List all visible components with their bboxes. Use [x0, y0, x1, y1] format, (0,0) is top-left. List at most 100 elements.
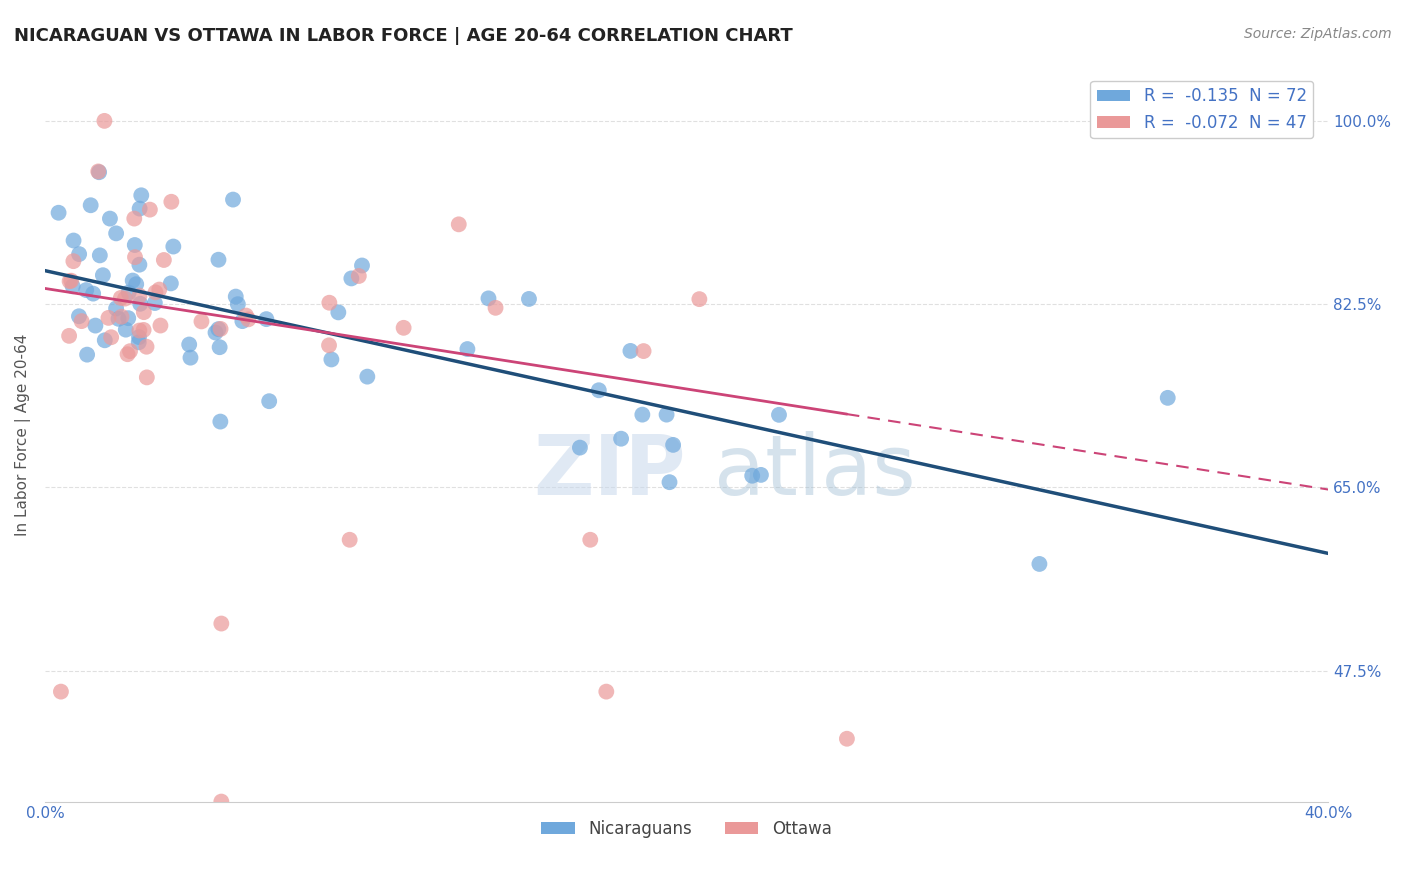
Point [207, 252, 229, 267]
Point [98, 211, 121, 226]
Point [129, 297, 152, 311]
Point [207, 322, 229, 336]
Point [741, 468, 763, 483]
Point [60, 274, 83, 288]
Point [59, 274, 82, 288]
Point [658, 475, 681, 490]
Point [160, 194, 183, 209]
Point [209, 415, 232, 429]
Point [610, 432, 633, 446]
Text: atlas: atlas [714, 431, 915, 512]
Point [190, 314, 212, 328]
Point [79, 198, 101, 212]
Point [128, 335, 150, 350]
Point [48, 206, 70, 220]
Point [209, 322, 232, 336]
Point [117, 285, 139, 300]
Point [124, 238, 146, 252]
Point [121, 274, 143, 288]
Point [105, 301, 128, 316]
Point [128, 289, 150, 303]
Point [67, 310, 90, 324]
Point [257, 394, 280, 409]
Point [595, 684, 617, 698]
Point [254, 312, 277, 326]
Point [208, 340, 231, 354]
Text: Source: ZipAtlas.com: Source: ZipAtlas.com [1244, 27, 1392, 41]
Point [568, 441, 591, 455]
Point [87, 165, 110, 179]
Point [62, 234, 84, 248]
Point [100, 330, 122, 344]
Point [67, 247, 90, 261]
Point [145, 285, 167, 300]
Point [149, 318, 172, 333]
Point [688, 292, 710, 306]
Point [117, 347, 139, 361]
Point [321, 352, 343, 367]
Point [162, 239, 184, 253]
Point [128, 324, 150, 338]
Point [631, 408, 654, 422]
Point [107, 311, 129, 326]
Point [148, 283, 170, 297]
Point [110, 291, 132, 305]
Text: NICARAGUAN VS OTTAWA IN LABOR FORCE | AGE 20-64 CORRELATION CHART: NICARAGUAN VS OTTAWA IN LABOR FORCE | AG… [14, 27, 793, 45]
Legend: Nicaraguans, Ottawa: Nicaraguans, Ottawa [534, 814, 838, 845]
Point [517, 292, 540, 306]
Point [447, 217, 470, 231]
Point [619, 343, 641, 358]
Point [135, 370, 157, 384]
Point [350, 259, 373, 273]
Point [58, 329, 80, 343]
Point [1028, 557, 1050, 571]
Point [318, 295, 340, 310]
Point [484, 301, 506, 315]
Point [204, 326, 226, 340]
Point [105, 227, 128, 241]
Point [662, 438, 685, 452]
Point [97, 310, 120, 325]
Point [655, 408, 678, 422]
Point [235, 309, 257, 323]
Point [128, 258, 150, 272]
Point [114, 323, 136, 337]
Point [392, 321, 415, 335]
Point [89, 248, 111, 262]
Point [114, 292, 136, 306]
Point [94, 333, 117, 347]
Point [124, 211, 146, 226]
Point [209, 795, 232, 809]
Point [139, 202, 162, 217]
Point [579, 533, 602, 547]
Point [129, 188, 152, 202]
Y-axis label: In Labor Force | Age 20-64: In Labor Force | Age 20-64 [15, 334, 31, 536]
Point [91, 268, 114, 283]
Point [456, 342, 478, 356]
Point [179, 351, 201, 365]
Point [128, 330, 150, 344]
Point [231, 314, 253, 328]
Point [179, 337, 201, 351]
Point [62, 254, 84, 268]
Point [124, 250, 146, 264]
Point [153, 252, 176, 267]
Point [93, 114, 115, 128]
Point [70, 314, 93, 328]
Point [588, 384, 610, 398]
Point [768, 408, 790, 422]
Text: ZIP: ZIP [533, 431, 686, 512]
Point [110, 310, 132, 324]
Point [132, 305, 155, 319]
Point [477, 292, 499, 306]
Point [49, 684, 72, 698]
Point [128, 202, 150, 216]
Point [328, 305, 350, 319]
Point [225, 290, 247, 304]
Point [62, 279, 84, 293]
Point [118, 344, 141, 359]
Point [132, 323, 155, 337]
Point [125, 277, 148, 292]
Point [135, 340, 157, 354]
Point [226, 297, 249, 311]
